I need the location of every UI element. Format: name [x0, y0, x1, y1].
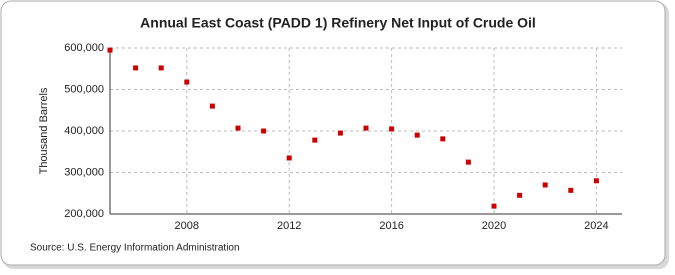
y-tick-label: 200,000	[64, 208, 104, 220]
point	[312, 137, 318, 143]
point	[286, 155, 292, 161]
point	[363, 125, 369, 131]
x-tick-label: 2012	[277, 220, 301, 232]
y-tick-label: 300,000	[64, 166, 104, 178]
point	[337, 130, 343, 136]
x-tick-label: 2008	[175, 220, 199, 232]
point	[133, 65, 139, 71]
point	[209, 103, 215, 109]
point	[440, 136, 446, 142]
point	[465, 159, 471, 165]
chart-title: Annual East Coast (PADD 1) Refinery Net …	[140, 15, 536, 31]
x-tick-label: 2020	[482, 220, 506, 232]
point	[517, 192, 523, 198]
point	[414, 132, 420, 138]
point	[107, 47, 113, 53]
y-tick-label: 500,000	[64, 83, 104, 95]
point	[389, 126, 395, 132]
point	[261, 128, 267, 134]
y-axis-label: Thousand Barrels	[38, 87, 50, 174]
point	[158, 65, 164, 71]
x-tick-label: 2024	[584, 220, 608, 232]
point	[542, 182, 548, 188]
point	[593, 178, 599, 184]
frame	[0, 0, 666, 266]
point	[491, 203, 497, 209]
y-tick-label: 400,000	[64, 125, 104, 137]
point	[235, 125, 241, 131]
x-tick-label: 2016	[379, 220, 403, 232]
point	[568, 187, 574, 193]
source: Source: U.S. Energy Information Administ…	[30, 243, 240, 254]
point	[184, 79, 190, 85]
y-tick-label: 600,000	[64, 42, 104, 54]
